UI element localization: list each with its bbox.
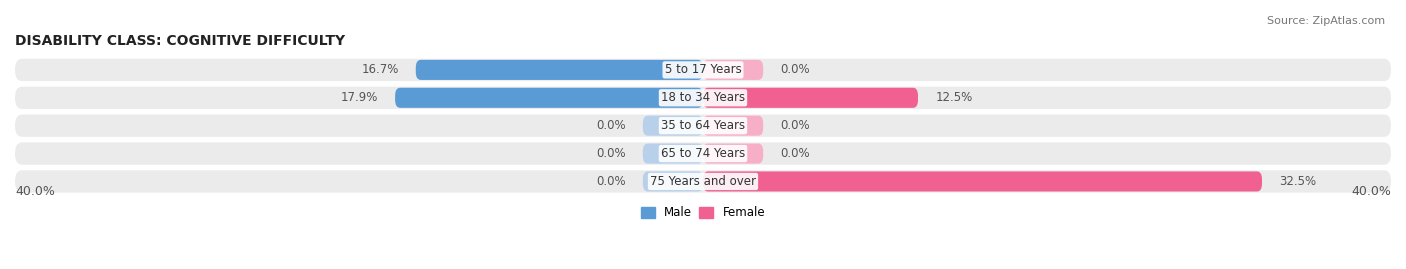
Text: 35 to 64 Years: 35 to 64 Years <box>661 119 745 132</box>
Text: 40.0%: 40.0% <box>1351 185 1391 198</box>
FancyBboxPatch shape <box>643 116 703 136</box>
FancyBboxPatch shape <box>15 59 1391 81</box>
FancyBboxPatch shape <box>643 144 703 164</box>
FancyBboxPatch shape <box>703 88 918 108</box>
Text: 16.7%: 16.7% <box>361 63 398 76</box>
FancyBboxPatch shape <box>15 115 1391 137</box>
Text: 0.0%: 0.0% <box>596 119 626 132</box>
Text: Source: ZipAtlas.com: Source: ZipAtlas.com <box>1267 16 1385 26</box>
Text: 17.9%: 17.9% <box>340 91 378 104</box>
FancyBboxPatch shape <box>395 88 703 108</box>
Text: 75 Years and over: 75 Years and over <box>650 175 756 188</box>
FancyBboxPatch shape <box>703 60 763 80</box>
Text: 12.5%: 12.5% <box>935 91 973 104</box>
Text: 65 to 74 Years: 65 to 74 Years <box>661 147 745 160</box>
Text: 32.5%: 32.5% <box>1279 175 1316 188</box>
Text: DISABILITY CLASS: COGNITIVE DIFFICULTY: DISABILITY CLASS: COGNITIVE DIFFICULTY <box>15 34 344 48</box>
Text: 18 to 34 Years: 18 to 34 Years <box>661 91 745 104</box>
Text: 5 to 17 Years: 5 to 17 Years <box>665 63 741 76</box>
FancyBboxPatch shape <box>703 171 1263 192</box>
FancyBboxPatch shape <box>15 142 1391 165</box>
Text: 0.0%: 0.0% <box>780 119 810 132</box>
FancyBboxPatch shape <box>703 144 763 164</box>
Text: 40.0%: 40.0% <box>15 185 55 198</box>
FancyBboxPatch shape <box>416 60 703 80</box>
Legend: Male, Female: Male, Female <box>636 202 770 224</box>
Text: 0.0%: 0.0% <box>596 175 626 188</box>
Text: 0.0%: 0.0% <box>780 63 810 76</box>
Text: 0.0%: 0.0% <box>780 147 810 160</box>
FancyBboxPatch shape <box>703 116 763 136</box>
FancyBboxPatch shape <box>643 171 703 192</box>
FancyBboxPatch shape <box>15 87 1391 109</box>
FancyBboxPatch shape <box>15 170 1391 193</box>
Text: 0.0%: 0.0% <box>596 147 626 160</box>
